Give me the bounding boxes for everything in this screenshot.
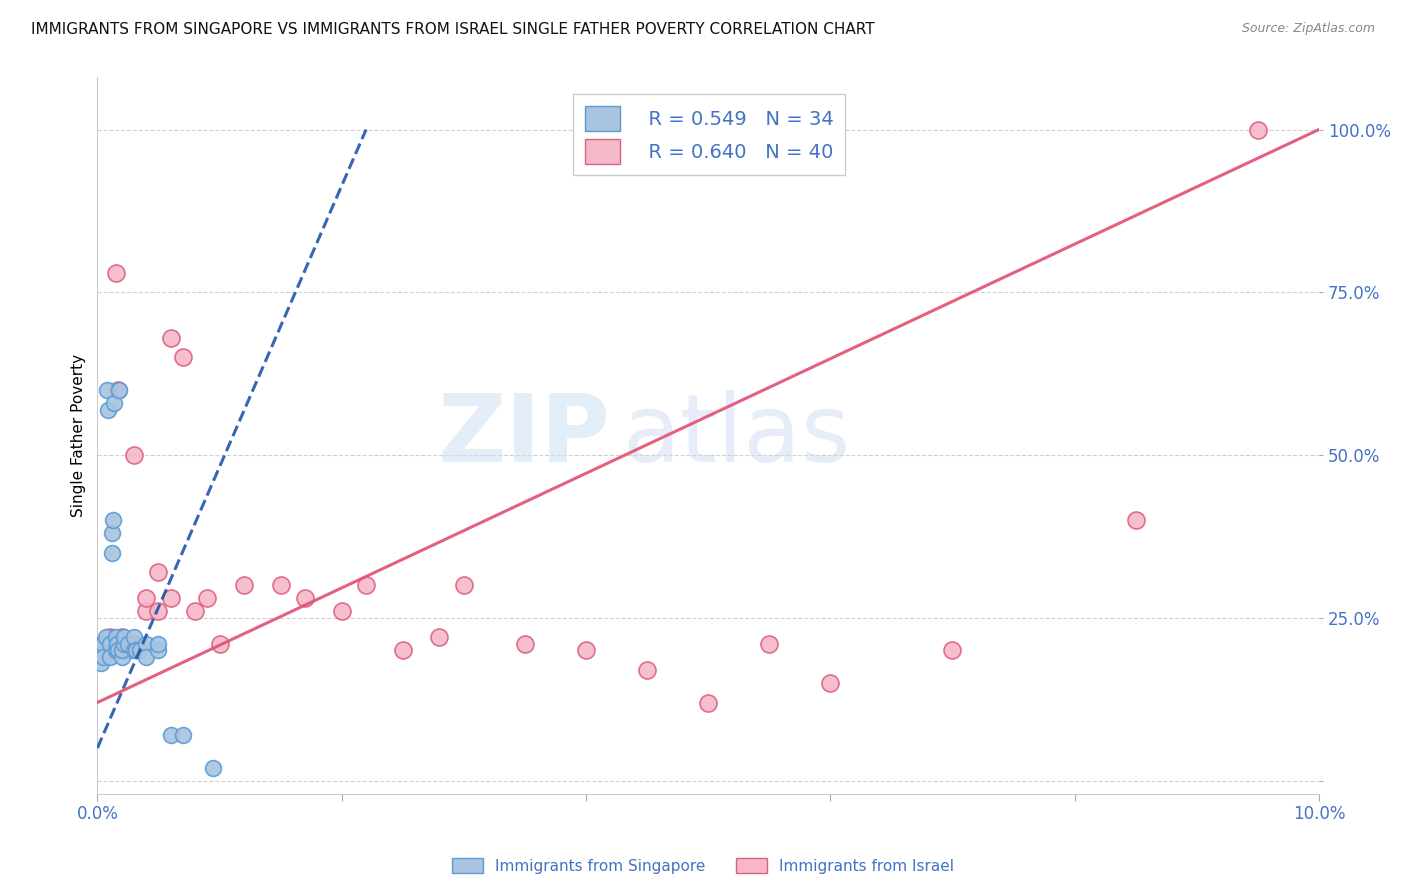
Y-axis label: Single Father Poverty: Single Father Poverty — [72, 354, 86, 517]
Point — [758, 637, 780, 651]
Point — [93, 649, 115, 664]
Point — [513, 637, 536, 651]
Point — [1247, 122, 1270, 136]
Point — [101, 526, 124, 541]
Point — [172, 351, 194, 365]
Point — [105, 637, 128, 651]
Point — [98, 631, 121, 645]
Point — [195, 591, 218, 606]
Point — [112, 631, 135, 645]
Point — [172, 728, 194, 742]
Point — [111, 649, 134, 664]
Point — [941, 643, 963, 657]
Point — [148, 566, 170, 580]
Point — [103, 637, 125, 651]
Point — [184, 604, 207, 618]
Point — [148, 643, 170, 657]
Point — [98, 649, 121, 664]
Point — [122, 631, 145, 645]
Point — [159, 728, 181, 742]
Point — [90, 643, 112, 657]
Text: IMMIGRANTS FROM SINGAPORE VS IMMIGRANTS FROM ISRAEL SINGLE FATHER POVERTY CORREL: IMMIGRANTS FROM SINGAPORE VS IMMIGRANTS … — [31, 22, 875, 37]
Point — [122, 643, 145, 657]
Point — [636, 663, 658, 677]
Legend: Immigrants from Singapore, Immigrants from Israel: Immigrants from Singapore, Immigrants fr… — [446, 852, 960, 880]
Point — [202, 761, 225, 775]
Point — [103, 513, 125, 527]
Point — [354, 578, 377, 592]
Point — [148, 637, 170, 651]
Point — [233, 578, 256, 592]
Point — [129, 643, 152, 657]
Point — [135, 649, 157, 664]
Point — [330, 604, 353, 618]
Point — [104, 266, 127, 280]
Point — [122, 637, 145, 651]
Point — [97, 402, 120, 417]
Point — [96, 383, 118, 397]
Point — [208, 637, 231, 651]
Point — [117, 643, 139, 657]
Point — [575, 643, 598, 657]
Point — [111, 637, 134, 651]
Point — [135, 591, 157, 606]
Point — [294, 591, 316, 606]
Point — [1125, 513, 1147, 527]
Point — [117, 637, 139, 651]
Point — [98, 643, 121, 657]
Point — [122, 448, 145, 462]
Point — [391, 643, 413, 657]
Point — [148, 604, 170, 618]
Point — [112, 637, 135, 651]
Text: ZIP: ZIP — [437, 390, 610, 482]
Point — [107, 383, 129, 397]
Text: atlas: atlas — [623, 390, 851, 482]
Point — [111, 643, 134, 657]
Point — [103, 396, 125, 410]
Text: Source: ZipAtlas.com: Source: ZipAtlas.com — [1241, 22, 1375, 36]
Point — [94, 631, 117, 645]
Point — [270, 578, 292, 592]
Point — [108, 383, 131, 397]
Point — [135, 604, 157, 618]
Point — [94, 643, 117, 657]
Point — [104, 643, 127, 657]
Point — [453, 578, 475, 592]
Point — [90, 643, 112, 657]
Point — [90, 657, 112, 671]
Point — [107, 643, 129, 657]
Point — [820, 676, 842, 690]
Point — [98, 637, 121, 651]
Point — [697, 696, 720, 710]
Point — [159, 591, 181, 606]
Point — [125, 643, 148, 657]
Point — [135, 637, 157, 651]
Point — [429, 631, 451, 645]
Point — [93, 637, 115, 651]
Point — [101, 546, 124, 560]
Point — [104, 631, 127, 645]
Legend:   R = 0.549   N = 34,   R = 0.640   N = 40: R = 0.549 N = 34, R = 0.640 N = 40 — [574, 95, 845, 176]
Point — [93, 637, 115, 651]
Point — [111, 631, 134, 645]
Point — [159, 331, 181, 345]
